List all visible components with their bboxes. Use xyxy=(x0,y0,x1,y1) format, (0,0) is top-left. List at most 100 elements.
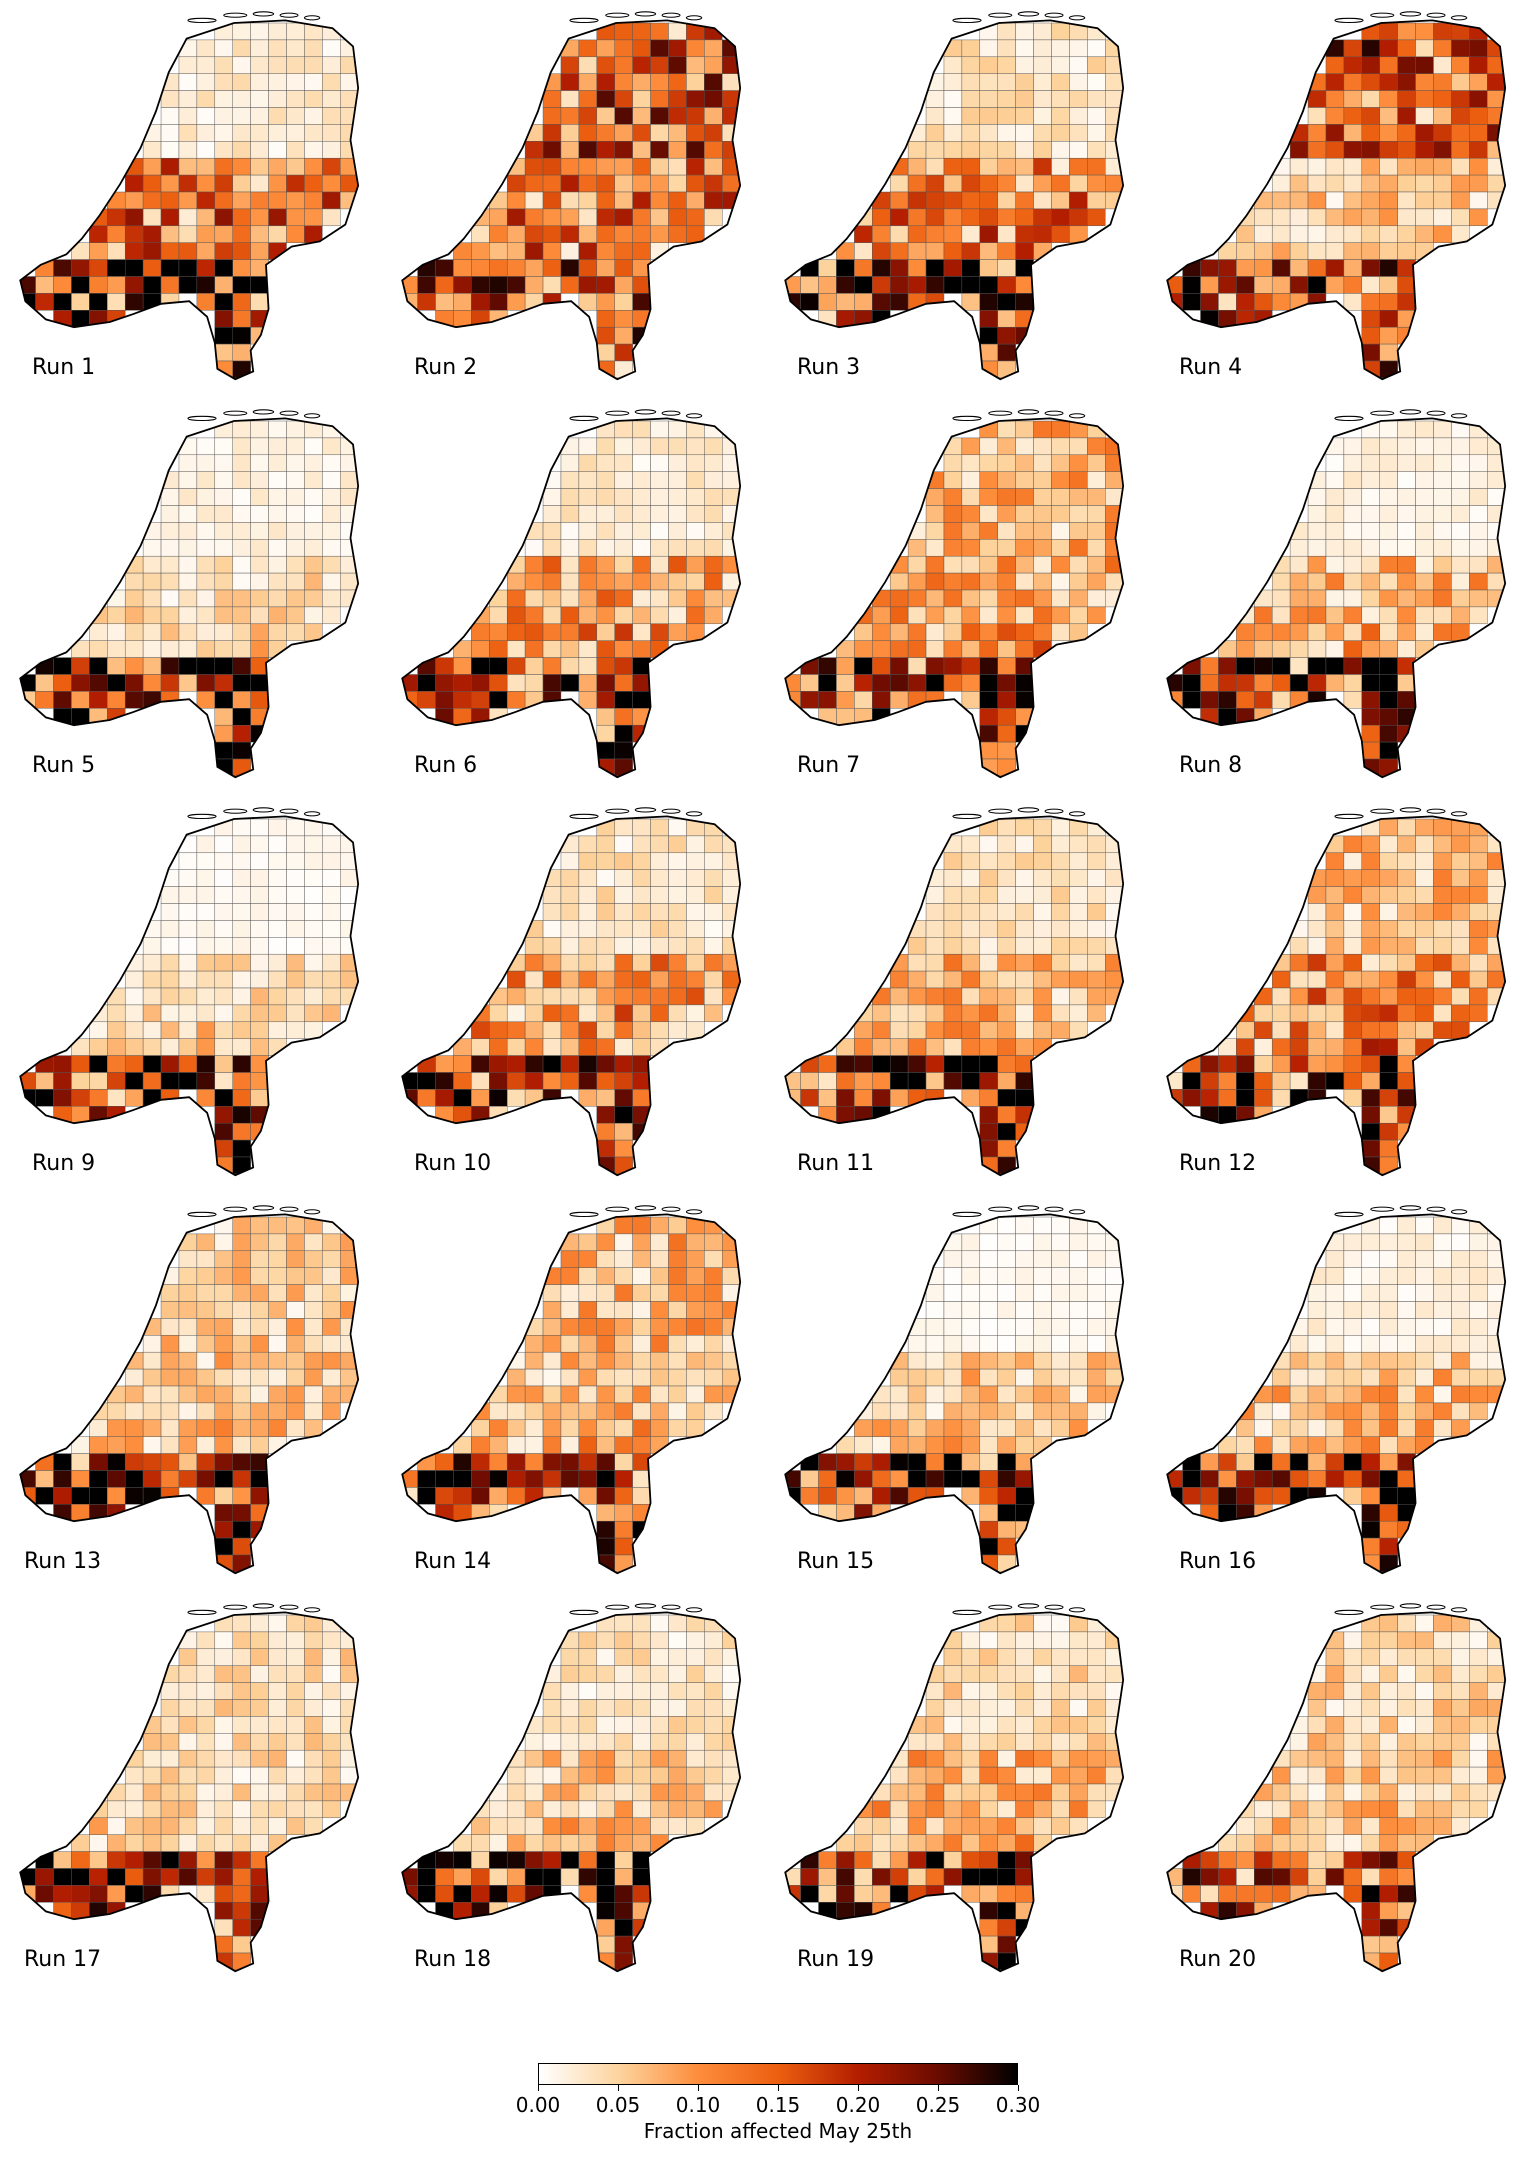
municipality xyxy=(872,1868,891,1886)
municipality xyxy=(1469,1250,1488,1268)
municipality xyxy=(322,835,341,854)
municipality xyxy=(1289,141,1309,159)
municipality xyxy=(1343,225,1363,243)
municipality xyxy=(1307,539,1327,557)
municipality xyxy=(286,157,305,176)
municipality xyxy=(560,1766,580,1785)
municipality xyxy=(232,1648,251,1666)
municipality xyxy=(818,1470,837,1488)
municipality xyxy=(1379,107,1398,125)
municipality xyxy=(997,920,1016,938)
municipality xyxy=(232,1935,251,1954)
municipality xyxy=(250,454,269,472)
municipality xyxy=(471,242,490,260)
municipality xyxy=(1433,818,1452,837)
island xyxy=(1370,808,1395,814)
municipality xyxy=(1105,1267,1124,1285)
municipality xyxy=(632,1733,651,1751)
municipality xyxy=(1289,1368,1309,1387)
municipality xyxy=(1307,1301,1327,1319)
municipality xyxy=(1397,124,1416,142)
country-border xyxy=(401,417,742,779)
municipality xyxy=(997,674,1016,692)
municipality xyxy=(214,1783,233,1802)
municipality xyxy=(250,208,269,227)
municipality xyxy=(232,970,251,989)
municipality xyxy=(160,1368,180,1387)
municipality xyxy=(560,1783,580,1802)
municipality xyxy=(1415,852,1434,870)
municipality xyxy=(578,1851,598,1869)
municipality xyxy=(668,555,687,574)
municipality xyxy=(268,920,287,938)
municipality xyxy=(1307,674,1327,692)
municipality xyxy=(178,1783,198,1802)
municipality xyxy=(997,90,1016,108)
municipality xyxy=(1289,1419,1309,1437)
municipality xyxy=(232,293,251,311)
municipality xyxy=(71,1072,90,1090)
municipality xyxy=(286,437,305,456)
municipality xyxy=(1451,1716,1470,1734)
municipality xyxy=(668,835,687,854)
municipality xyxy=(614,1504,633,1522)
municipality xyxy=(196,1089,216,1107)
municipality xyxy=(614,522,633,540)
municipality xyxy=(268,157,287,176)
municipality xyxy=(907,937,927,955)
municipality xyxy=(614,1216,633,1235)
municipality xyxy=(818,1453,837,1471)
municipality xyxy=(1051,920,1070,938)
municipality xyxy=(722,1665,741,1683)
municipality xyxy=(232,1072,251,1090)
municipality xyxy=(1069,107,1088,125)
municipality xyxy=(232,987,251,1006)
municipality xyxy=(322,1351,341,1370)
municipality xyxy=(1069,1318,1088,1336)
municipality xyxy=(1433,1766,1452,1785)
island xyxy=(952,1211,982,1217)
island xyxy=(1399,409,1422,415)
municipality xyxy=(1015,1682,1034,1700)
municipality xyxy=(268,572,287,591)
municipality xyxy=(997,970,1016,989)
municipality xyxy=(1361,1834,1380,1852)
municipality xyxy=(506,640,526,658)
municipality xyxy=(997,1267,1016,1285)
municipality xyxy=(560,225,580,243)
municipality xyxy=(722,73,741,91)
municipality xyxy=(1469,1004,1488,1023)
municipality xyxy=(596,124,615,142)
municipality xyxy=(943,657,963,675)
municipality xyxy=(907,1351,927,1370)
municipality xyxy=(1236,1851,1255,1869)
municipality xyxy=(489,1470,508,1488)
municipality xyxy=(524,208,544,227)
municipality xyxy=(1343,606,1363,625)
municipality xyxy=(632,39,651,58)
municipality xyxy=(124,242,144,260)
municipality xyxy=(560,1250,580,1268)
municipality xyxy=(1343,953,1363,972)
municipality xyxy=(542,1800,562,1819)
municipality xyxy=(471,1436,490,1454)
municipality xyxy=(1271,1851,1291,1869)
municipality xyxy=(907,1021,927,1039)
island xyxy=(988,1206,1013,1212)
municipality xyxy=(854,657,873,675)
municipality xyxy=(1015,1783,1034,1802)
municipality xyxy=(1069,505,1088,523)
municipality xyxy=(453,1851,472,1869)
municipality xyxy=(560,1800,580,1819)
municipality xyxy=(35,1453,54,1471)
municipality xyxy=(1271,242,1291,260)
municipality xyxy=(232,242,251,260)
municipality xyxy=(89,1834,108,1852)
municipality xyxy=(250,1216,269,1235)
municipality xyxy=(1271,174,1291,193)
municipality xyxy=(907,920,927,938)
municipality xyxy=(1379,1504,1398,1522)
municipality xyxy=(250,1800,269,1819)
municipality xyxy=(578,1055,598,1073)
municipality xyxy=(489,1885,508,1903)
